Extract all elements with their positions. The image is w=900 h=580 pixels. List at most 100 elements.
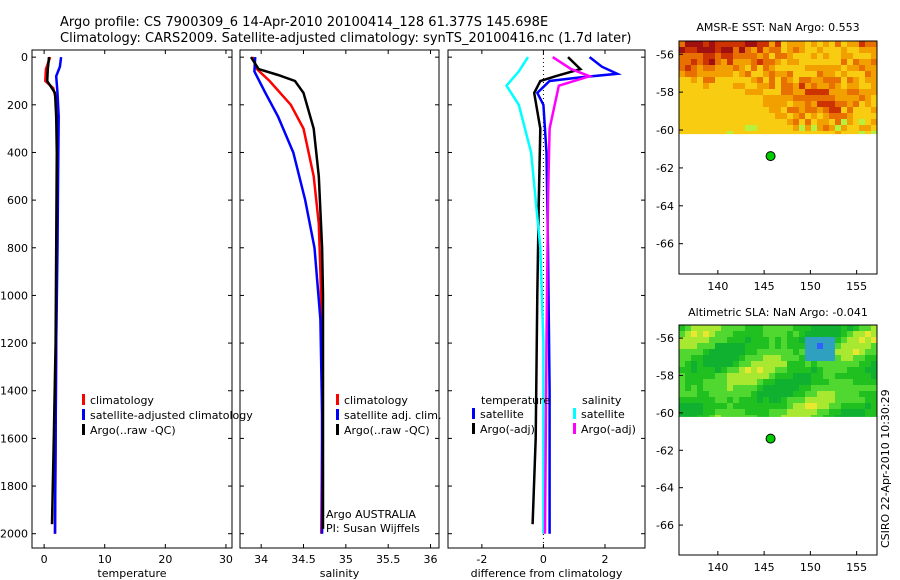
sst-map-field-cell	[847, 47, 854, 54]
sst-map-field-cell	[841, 77, 848, 84]
sla-map-field-cell	[757, 373, 764, 380]
sst-map-field-cell	[733, 59, 740, 66]
sst-map-field-cell	[811, 59, 818, 66]
sst-map-field-cell	[805, 89, 812, 96]
sla-map-field-cell	[727, 403, 734, 410]
sla-map-field-cell	[757, 367, 764, 374]
sst-map-field-cell	[817, 53, 824, 60]
sla-map-field-cell	[697, 331, 704, 338]
sla-map-field-cell	[817, 355, 824, 362]
sla-map-field-cell	[859, 349, 866, 356]
sla-map-field-cell	[715, 415, 722, 417]
sla-map-field-cell	[847, 379, 854, 386]
sla-map-field-cell	[763, 349, 770, 356]
sst-map-field-cell	[823, 89, 830, 96]
sla-map-field-cell	[721, 331, 728, 338]
sla-map-field-cell	[751, 391, 758, 398]
sla-map-field-cell	[871, 361, 878, 368]
sla-map-field-cell	[781, 367, 788, 374]
sla-map-field-cell	[853, 355, 860, 362]
sla-map-field-cell	[751, 355, 758, 362]
sst-map-field-cell	[763, 41, 770, 48]
sla-map-field-cell	[805, 361, 812, 368]
sst-map-field-cell	[685, 59, 692, 66]
sla-map-field-cell	[811, 355, 818, 362]
sla-map-field-cell	[871, 343, 878, 350]
sst-map-field-cell	[769, 95, 776, 102]
sla-map-field-cell	[763, 355, 770, 362]
sst-map-field-cell	[865, 101, 872, 108]
sla-map-field-cell	[829, 325, 836, 332]
sla-map-field-cell	[721, 337, 728, 344]
sst-map-field-cell	[799, 125, 806, 132]
sst-map-field-cell	[679, 41, 686, 48]
sst-map-field-cell	[763, 125, 770, 132]
sst-map-field-cell	[817, 65, 824, 72]
sst-map-ytick-label: -64	[656, 200, 674, 213]
sst-map-field-cell	[703, 71, 710, 78]
temperature-legend-swatch	[82, 409, 85, 420]
sla-map-field-cell	[835, 337, 842, 344]
sst-map-field-cell	[769, 107, 776, 114]
sla-map-field-cell	[715, 391, 722, 398]
sla-map-field-cell	[865, 337, 872, 344]
sla-map-field-cell	[703, 325, 710, 332]
sst-map-field-cell	[811, 83, 818, 90]
sst-map-field-cell	[679, 59, 686, 66]
sst-map-field-cell	[853, 119, 860, 126]
sst-map-field-cell	[793, 125, 800, 132]
temperature-legend-label: climatology	[90, 394, 154, 407]
sst-map-field-cell	[739, 101, 746, 108]
sst-map-field-cell	[769, 131, 776, 135]
sla-map-field-cell	[703, 379, 710, 386]
sst-map-field-cell	[703, 89, 710, 96]
sla-map-field-cell	[829, 409, 836, 416]
sla-map-field-cell	[727, 361, 734, 368]
sst-map-field-cell	[733, 119, 740, 126]
sst-map-field-cell	[757, 53, 764, 60]
sst-map-field-cell	[691, 77, 698, 84]
sla-map-field-cell	[763, 415, 770, 417]
sla-map-field-cell	[781, 379, 788, 386]
sst-map-field-cell	[685, 107, 692, 114]
sla-map-field-cell	[715, 343, 722, 350]
sla-map-field-cell	[799, 325, 806, 332]
sst-map-field-cell	[823, 95, 830, 102]
sla-map-field-cell	[709, 397, 716, 404]
sla-map-field-cell	[865, 403, 872, 410]
sla-map-field-cell	[871, 355, 878, 362]
sst-map-field-cell	[835, 65, 842, 72]
sst-map-field-cell	[763, 107, 770, 114]
sla-map-field-cell	[835, 403, 842, 410]
sla-map-field-cell	[769, 409, 776, 416]
sst-map-field-cell	[715, 89, 722, 96]
sst-map-field-cell	[727, 53, 734, 60]
sla-map-field-cell	[829, 367, 836, 374]
sst-map-field-cell	[823, 65, 830, 72]
sla-map-field-cell	[769, 379, 776, 386]
sla-map-field-cell	[829, 343, 836, 350]
sst-map-field-cell	[853, 77, 860, 84]
sst-map-field-cell	[865, 119, 872, 126]
sla-map-field-cell	[775, 331, 782, 338]
sst-map-field-cell	[865, 131, 872, 135]
sst-map-field-cell	[739, 65, 746, 72]
sst-map-field-cell	[709, 131, 716, 135]
sst-map-field-cell	[739, 131, 746, 135]
sst-map-field-cell	[721, 47, 728, 54]
sst-map-field-cell	[853, 65, 860, 72]
sla-map-field-cell	[709, 349, 716, 356]
sla-map-field-cell	[685, 373, 692, 380]
sla-map-field-cell	[823, 415, 830, 417]
sla-map-field-cell	[805, 391, 812, 398]
sst-map-field-cell	[757, 131, 764, 135]
sla-map-field-cell	[733, 409, 740, 416]
sst-map-field-cell	[829, 59, 836, 66]
sst-map-field-cell	[685, 101, 692, 108]
sst-map-field-cell	[715, 107, 722, 114]
sla-map-field-cell	[787, 373, 794, 380]
sla-map-field-cell	[745, 337, 752, 344]
sla-map-field-cell	[739, 409, 746, 416]
sst-map-field-cell	[781, 83, 788, 90]
sst-map-field-cell	[847, 65, 854, 72]
